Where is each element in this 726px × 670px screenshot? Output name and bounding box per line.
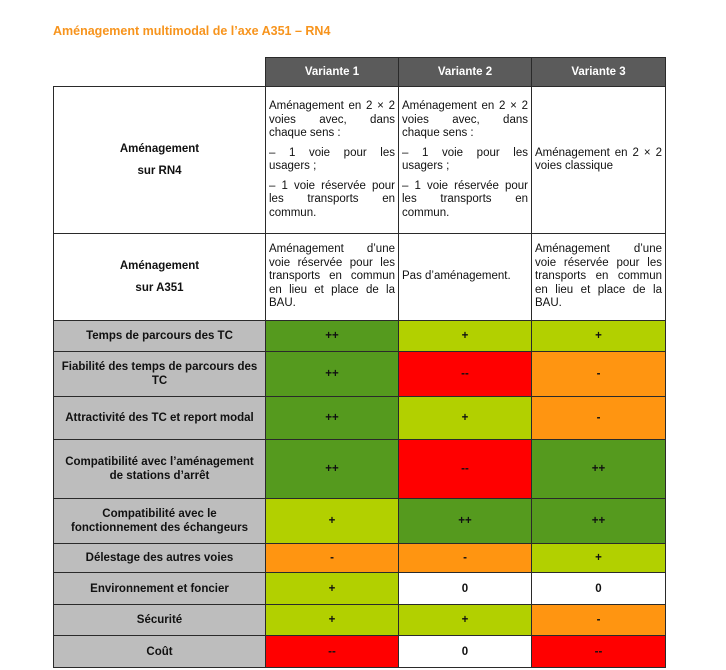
criterion-label: Coût: [53, 635, 266, 668]
criterion-row: Fiabilité des temps de parcours des TC ++…: [53, 351, 666, 397]
criterion-row: Délestage des autres voies - - +: [53, 543, 666, 573]
rn4-v3-p1: Aménagement en 2 × 2 voies classique: [535, 146, 662, 173]
empty-corner-cell: [53, 57, 266, 87]
score-cell-variant-3: -: [531, 604, 666, 636]
score-cell-variant-3: -: [531, 396, 666, 440]
criterion-label: Compatibilité avec le fonctionnement des…: [53, 498, 266, 544]
rn4-v2-p1: Aménagement en 2 × 2 voies avec, dans ch…: [402, 100, 528, 139]
score-cell-variant-2: --: [398, 351, 532, 397]
variant-2-header: Variante 2: [398, 57, 532, 87]
criterion-row: Compatibilité avec l’aménagement de stat…: [53, 439, 666, 499]
score-cell-variant-2: 0: [398, 572, 532, 605]
rn4-v2-p3: – 1 voie réservée pour les transports en…: [402, 179, 528, 219]
criterion-row: Environnement et foncier +0 0: [53, 572, 666, 605]
score-cell-variant-1: ++: [265, 351, 399, 397]
variant-comparison-table: Variante 1 Variante 2 Variante 3 Aménage…: [53, 57, 666, 668]
score-cell-variant-3: +: [531, 320, 666, 352]
criterion-label: Temps de parcours des TC: [53, 320, 266, 352]
rn4-variant-2: Aménagement en 2 × 2 voies avec, dans ch…: [398, 86, 532, 234]
header-row: Variante 1 Variante 2 Variante 3: [53, 57, 666, 87]
rn4-v1-p3: – 1 voie réservée pour les transports en…: [269, 179, 395, 219]
rn4-label-line2: sur RN4: [137, 165, 182, 177]
criterion-label: Compatibilité avec l’aménagement de stat…: [53, 439, 266, 499]
score-cell-variant-3: ++: [531, 439, 666, 499]
rn4-row: Aménagement sur RN4 Aménagement en 2 × 2…: [53, 86, 666, 234]
score-cell-variant-1: ++: [265, 396, 399, 440]
score-cell-variant-2: +: [398, 396, 532, 440]
score-cell-variant-2: 0: [398, 635, 532, 668]
criterion-row: Sécurité + + -: [53, 604, 666, 636]
criterion-label: Attractivité des TC et report modal: [53, 396, 266, 440]
a351-label: Aménagement sur A351: [53, 233, 266, 321]
score-cell-variant-1: ++: [265, 320, 399, 352]
score-cell-variant-3: 0: [531, 572, 666, 605]
rn4-v1-p1: Aménagement en 2 × 2 voies avec, dans ch…: [269, 100, 395, 139]
a351-label-line1: Aménagement: [119, 260, 200, 272]
rn4-v1-p2: – 1 voie pour les usagers ;: [269, 146, 395, 173]
criterion-row: Temps de parcours des TC ++ + +: [53, 320, 666, 352]
criterion-label: Environnement et foncier: [53, 572, 266, 605]
score-cell-variant-2: +: [398, 320, 532, 352]
criterion-label: Sécurité: [53, 604, 266, 636]
criterion-row: Compatibilité avec le fonctionnement des…: [53, 498, 666, 544]
score-cell-variant-1: -: [265, 543, 399, 573]
score-cell-variant-3: -: [531, 351, 666, 397]
criterion-label: Délestage des autres voies: [53, 543, 266, 573]
a351-variant-1: Aménagement d’une voie réservée pour les…: [265, 233, 399, 321]
rn4-v2-p2: – 1 voie pour les usagers ;: [402, 146, 528, 173]
a351-row: Aménagement sur A351 Aménagement d’une v…: [53, 233, 666, 321]
a351-label-line2: sur A351: [135, 282, 184, 294]
variant-1-header: Variante 1: [265, 57, 399, 87]
score-cell-variant-1: +: [265, 572, 399, 605]
score-cell-variant-3: ++: [531, 498, 666, 544]
a351-variant-2: Pas d’aménagement.: [398, 233, 532, 321]
rn4-label: Aménagement sur RN4: [53, 86, 266, 234]
variant-3-header: Variante 3: [531, 57, 666, 87]
score-cell-variant-1: +: [265, 498, 399, 544]
score-cell-variant-1: --: [265, 635, 399, 668]
a351-variant-3: Aménagement d’une voie réservée pour les…: [531, 233, 666, 321]
score-cell-variant-2: --: [398, 439, 532, 499]
score-cell-variant-1: +: [265, 604, 399, 636]
rn4-label-line1: Aménagement: [119, 143, 200, 155]
rn4-variant-1: Aménagement en 2 × 2 voies avec, dans ch…: [265, 86, 399, 234]
score-cell-variant-2: +: [398, 604, 532, 636]
score-cell-variant-2: ++: [398, 498, 532, 544]
criterion-row: Coût -- 0 --: [53, 635, 666, 668]
criterion-row: Attractivité des TC et report modal ++ + -: [53, 396, 666, 440]
rn4-variant-3: Aménagement en 2 × 2 voies classique: [531, 86, 666, 234]
criterion-label: Fiabilité des temps de parcours des TC: [53, 351, 266, 397]
score-cell-variant-2: -: [398, 543, 532, 573]
document-title: Aménagement multimodal de l’axe A351 – R…: [53, 24, 331, 38]
score-cell-variant-3: +: [531, 543, 666, 573]
score-cell-variant-1: ++: [265, 439, 399, 499]
score-cell-variant-3: --: [531, 635, 666, 668]
